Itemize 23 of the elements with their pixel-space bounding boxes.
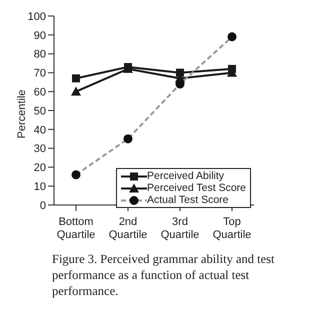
x-tick-label: 3rd Quartile [160,216,200,241]
y-tick-label: 50 [34,105,46,118]
y-axis-title: Percentile [16,90,28,138]
x-tick-label: Bottom Quartile [56,216,96,241]
y-tick-label: 40 [34,124,46,136]
y-tick-label: 60 [34,86,46,99]
y-tick-label: 100 [28,10,46,23]
y-tick-label: 70 [34,68,46,80]
y-tick-label: 30 [34,143,46,156]
point [72,74,80,82]
caption: Figure 3. Perceived grammar ability and test performance as a function of actual test performance. [52,251,276,299]
y-tick-label: 80 [34,48,46,61]
legend-label: Actual Test Score [147,194,229,206]
y-tick-label: 0 [40,200,46,212]
x-tick-label: Top Quartile [212,216,252,241]
point [71,86,81,96]
y-tick-label: 90 [34,30,46,42]
y-tick-label: 10 [34,181,46,194]
legend-label: Perceived Ability [147,170,224,182]
y-tick-label: 20 [34,162,46,174]
x-tick-label: 2nd Quartile [108,216,148,241]
point [176,68,184,77]
legend-label: Perceived Test Score [147,182,246,194]
